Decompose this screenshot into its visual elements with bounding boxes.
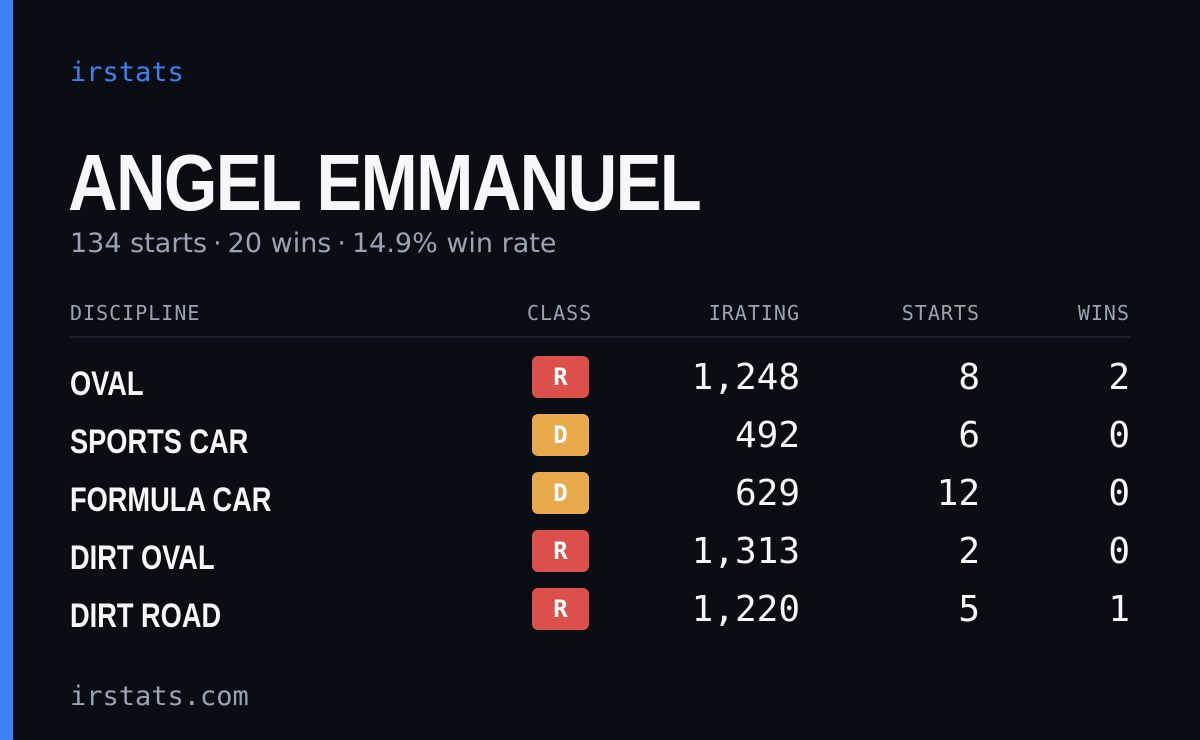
- accent-bar: [0, 0, 13, 740]
- irating-value: 1,248: [691, 357, 800, 398]
- table-row: OVAL R 1,248 8 2: [70, 354, 1131, 412]
- driver-name: ANGEL EMMANUEL: [68, 138, 702, 227]
- irating-value: 492: [734, 415, 800, 456]
- summary-win-rate: 14.9% win rate: [351, 228, 557, 259]
- wins-value: 0: [1108, 415, 1130, 456]
- summary-wins: 20 wins: [227, 228, 332, 259]
- class-badge: R: [532, 530, 589, 572]
- header-wins: WINS: [1077, 301, 1130, 325]
- discipline-name: DIRT ROAD: [70, 597, 222, 635]
- class-badge: D: [532, 414, 589, 456]
- header-discipline: DISCIPLINE: [70, 301, 201, 325]
- wins-value: 0: [1108, 531, 1130, 572]
- footer-url: irstats.com: [70, 681, 249, 712]
- class-badge: R: [532, 588, 589, 630]
- summary-separator: ·: [337, 228, 346, 259]
- starts-value: 12: [936, 473, 980, 514]
- discipline-name: DIRT OVAL: [70, 539, 215, 577]
- irating-value: 629: [734, 473, 800, 514]
- table-body: OVAL R 1,248 8 2 SPORTS CAR D 492 6 0 FO…: [70, 354, 1131, 644]
- starts-value: 8: [958, 357, 980, 398]
- wins-value: 0: [1108, 473, 1130, 514]
- starts-value: 2: [958, 531, 980, 572]
- wins-value: 2: [1108, 357, 1130, 398]
- table-row: SPORTS CAR D 492 6 0: [70, 412, 1131, 470]
- class-badge: D: [532, 472, 589, 514]
- discipline-name: SPORTS CAR: [70, 423, 249, 461]
- summary-separator: ·: [213, 228, 222, 259]
- table-row: DIRT OVAL R 1,313 2 0: [70, 528, 1131, 586]
- discipline-name: FORMULA CAR: [70, 481, 272, 519]
- table-row: FORMULA CAR D 629 12 0: [70, 470, 1131, 528]
- irating-value: 1,313: [691, 531, 800, 572]
- irating-value: 1,220: [691, 589, 800, 630]
- wins-value: 1: [1108, 589, 1130, 630]
- table-header: DISCIPLINE CLASS IRATING STARTS WINS: [70, 296, 1131, 338]
- summary-starts: 134 starts: [70, 228, 208, 259]
- starts-value: 5: [958, 589, 980, 630]
- header-class: CLASS: [527, 301, 593, 325]
- discipline-name: OVAL: [70, 365, 144, 403]
- brand-logo: irstats: [70, 57, 184, 88]
- starts-value: 6: [958, 415, 980, 456]
- class-badge: R: [532, 356, 589, 398]
- header-starts: STARTS: [901, 301, 980, 325]
- stats-table: DISCIPLINE CLASS IRATING STARTS WINS OVA…: [70, 296, 1131, 644]
- table-row: DIRT ROAD R 1,220 5 1: [70, 586, 1131, 644]
- header-irating: IRATING: [708, 301, 800, 325]
- driver-summary: 134 starts · 20 wins · 14.9% win rate: [70, 226, 556, 262]
